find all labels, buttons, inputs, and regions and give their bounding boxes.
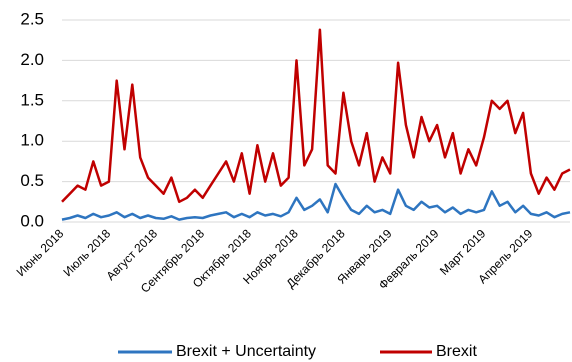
y-tick-label: 2.5 <box>20 9 44 28</box>
series-line <box>61 182 571 221</box>
y-tick-label: 1.0 <box>20 131 44 150</box>
legend-label: Brexit <box>436 343 477 360</box>
y-tick-label: 2.0 <box>20 50 44 69</box>
series-line <box>61 28 571 204</box>
y-tick-label: 1.5 <box>20 90 44 109</box>
legend-label: Brexit + Uncertainty <box>176 343 316 360</box>
x-tick-label: Июнь 2018 <box>14 226 67 279</box>
y-tick-label: 0.5 <box>20 171 44 190</box>
y-tick-label: 0.0 <box>20 211 44 230</box>
